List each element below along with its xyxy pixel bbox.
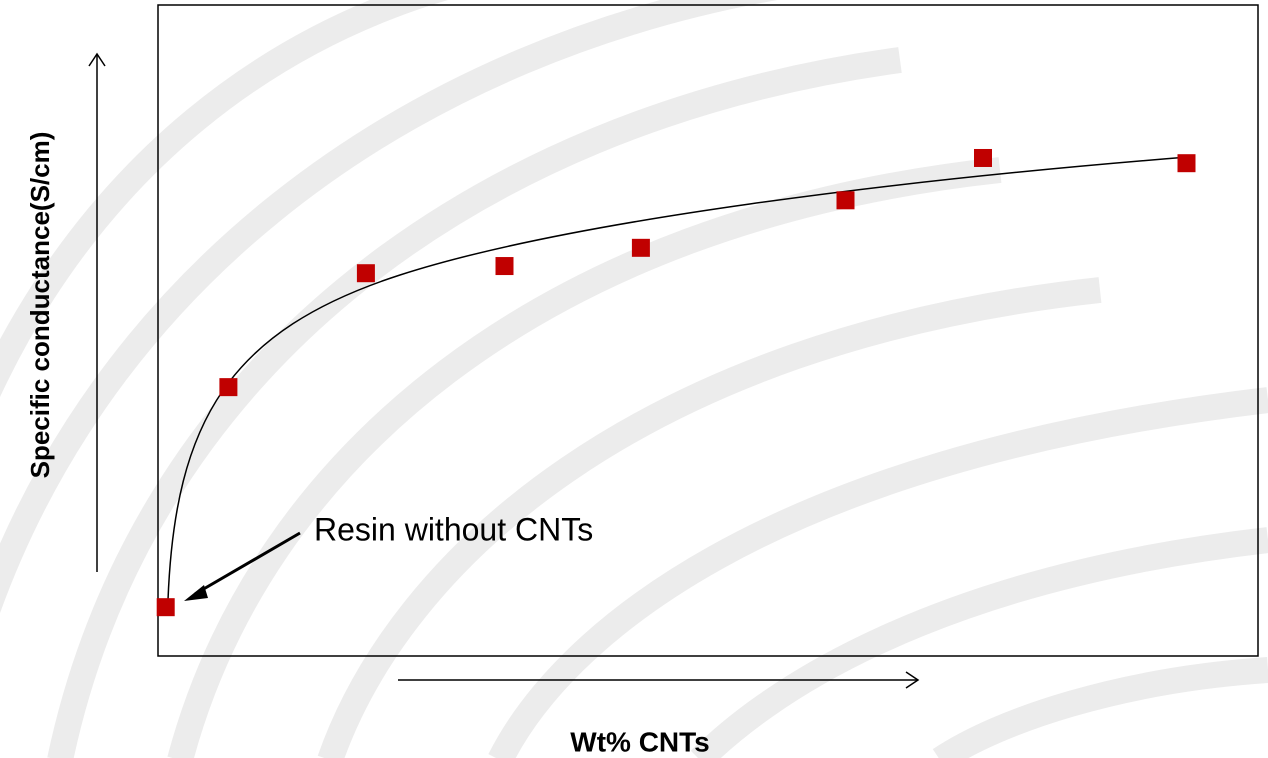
data-point <box>837 191 855 209</box>
axis-arrows <box>89 54 918 688</box>
background-arcs <box>0 0 1268 758</box>
data-point <box>974 149 992 167</box>
data-point <box>496 257 514 275</box>
data-point <box>1178 154 1196 172</box>
x-axis-label: Wt% CNTs <box>570 726 709 757</box>
y-axis-label: Specific conductance(S/cm) <box>25 132 55 479</box>
chart: Resin without CNTs Wt% CNTs Specific con… <box>0 0 1268 758</box>
data-point <box>357 264 375 282</box>
data-point <box>219 378 237 396</box>
data-point <box>157 598 175 616</box>
page: Resin without CNTs Wt% CNTs Specific con… <box>0 0 1268 758</box>
annotation: Resin without CNTs <box>314 511 593 547</box>
data-point <box>632 239 650 257</box>
